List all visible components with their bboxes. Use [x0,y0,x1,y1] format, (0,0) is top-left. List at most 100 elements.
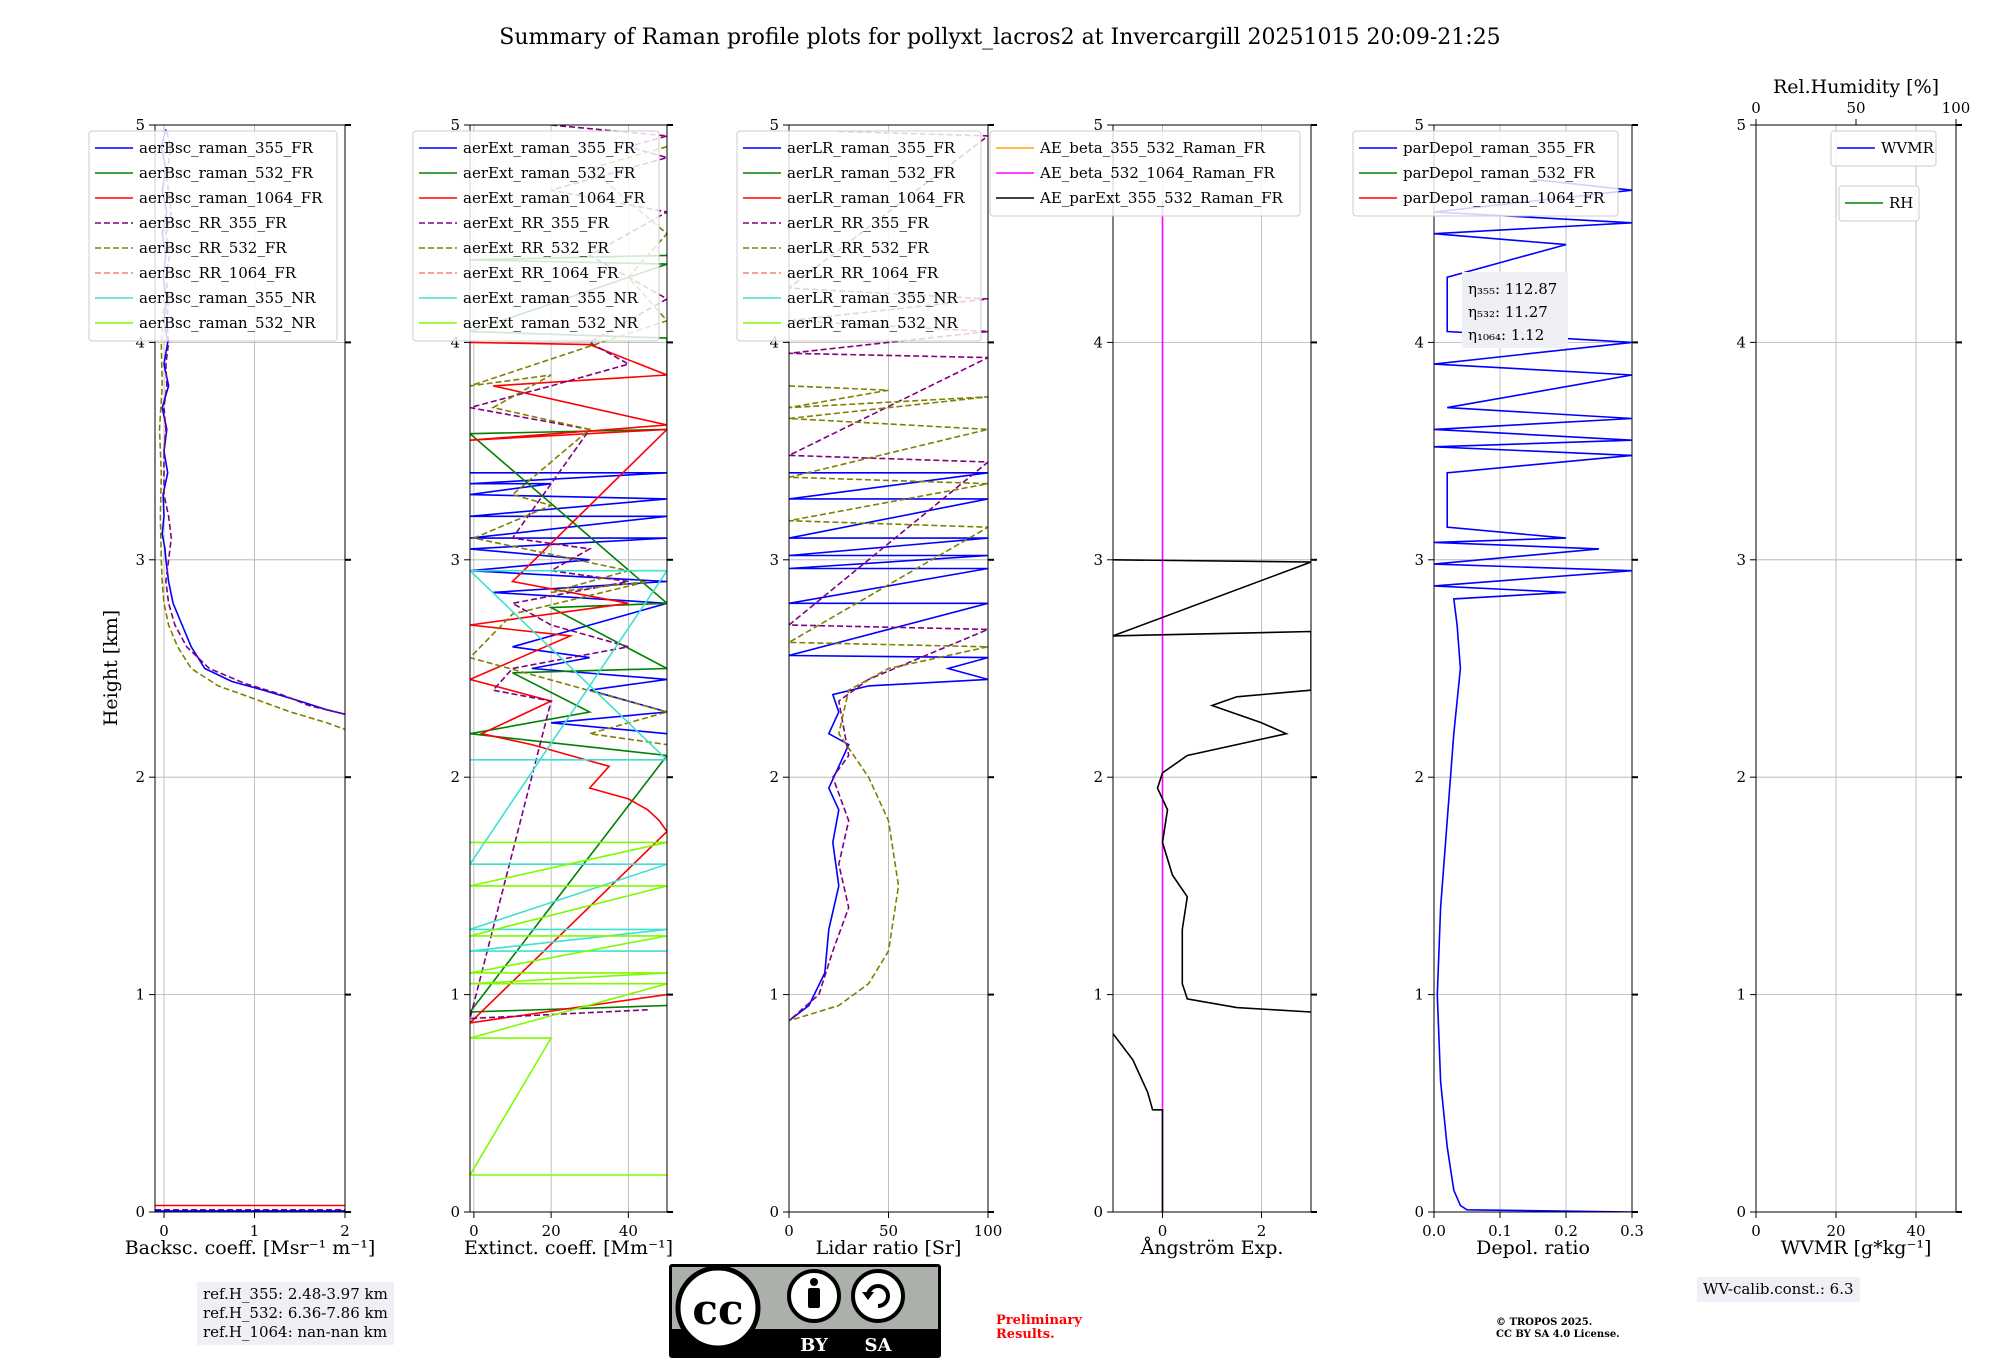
x-tick-label: 0.1 [1488,1222,1512,1240]
y-tick-label: 1 [1414,986,1424,1004]
cc-circle [675,1265,761,1351]
y-tick-label: 5 [1736,116,1746,134]
preliminary-line-2: Results. [996,1327,1055,1342]
cc-letters: cc [692,1285,743,1334]
y-tick-label: 0 [1093,1203,1103,1221]
y-tick-label: 4 [1736,333,1746,351]
y-tick-label: 5 [450,116,460,134]
top-x-tick-label: 0 [1751,99,1761,117]
y-tick-label: 1 [135,986,145,1004]
top-axis-label: Rel.Humidity [%] [1773,76,1939,98]
legend-label-AE_beta_355_532_Raman_FR: AE_beta_355_532_Raman_FR [1039,139,1266,157]
legend-label-aerExt_raman_532_FR: aerExt_raman_532_FR [463,164,636,182]
eta-label: η₁₀₆₄: 1.12 [1468,326,1544,344]
axes-frame [469,124,668,1213]
legend-label-aerBsc_raman_355_FR: aerBsc_raman_355_FR [139,139,314,157]
sa-icon-arrow [862,1292,874,1300]
y-tick-label: 5 [1093,116,1103,134]
x-tick-label: 100 [974,1222,1003,1240]
y-tick-label: 4 [135,333,145,351]
y-tick-label: 0 [769,1203,779,1221]
legend-label-aerExt_raman_355_NR: aerExt_raman_355_NR [463,289,639,307]
y-tick-label: 2 [450,768,460,786]
sa-text: SA [865,1335,893,1356]
top-x-tick-label: 50 [1846,99,1865,117]
x-tick-label: 50 [879,1222,898,1240]
eta-label: η₃₅₅: 112.87 [1468,280,1557,298]
x-axis-label-lr: Lidar ratio [Sr] [816,1237,962,1259]
y-tick-label: 2 [769,768,779,786]
legend-label-aerLR_raman_532_FR: aerLR_raman_532_FR [787,164,956,182]
eta-box: η₃₅₅: 112.87 η₅₃₂: 11.27 η₁₀₆₄: 1.12 [1462,272,1568,348]
reference-heights-box: ref.H_355: 2.48-3.97 km ref.H_532: 6.36-… [197,1282,394,1345]
legend-label-aerLR_raman_1064_FR: aerLR_raman_1064_FR [787,189,965,207]
x-axis-label-wv: WVMR [g*kg⁻¹] [1781,1237,1932,1259]
y-tick-label: 3 [769,551,779,569]
y-tick-label: 5 [1414,116,1424,134]
legend-ext: aerExt_raman_355_FR aerExt_raman_532_FRae… [412,130,660,342]
legend-label-aerExt_RR_1064_FR: aerExt_RR_1064_FR [463,264,619,282]
series-aerExt_raman_1064_FR [470,341,667,1024]
series-aerExt_raman_355_FR [470,472,667,735]
top-x-tick-label: 100 [1942,99,1971,117]
y-tick-label: 5 [135,116,145,134]
series-aerBsc_RR_355_FR [163,131,345,715]
by-icon-head [810,1278,818,1286]
ref-height-1064: ref.H_1064: nan-nan km [203,1323,388,1341]
legend-frame [989,130,1301,217]
y-tick-label: 2 [135,768,145,786]
sa-icon-arc [866,1284,890,1308]
preliminary-line-1: Preliminary [996,1313,1082,1328]
legend-label-aerBsc_RR_532_FR: aerBsc_RR_532_FR [139,239,287,257]
x-tick-label: 0 [159,1222,169,1240]
wv-calib-const: WV-calib.const.: 6.3 [1703,1280,1854,1298]
y-tick-label: 3 [135,551,145,569]
by-text: BY [800,1335,829,1356]
legend-dep: parDepol_raman_355_FR parDepol_raman_532_… [1352,130,1619,217]
x-tick-label: 40 [1906,1222,1925,1240]
x-tick-label: 0.2 [1554,1222,1578,1240]
legend-frame [736,130,982,342]
series-aerExt_raman_532_NR [470,841,667,1176]
legend-label-WVMR: WVMR [1881,139,1935,157]
legend-label-aerBsc_RR_355_FR: aerBsc_RR_355_FR [139,214,287,232]
y-tick-label: 5 [769,116,779,134]
series-AE_parExt_355_532_Raman_FR [1113,559,1311,1013]
eta-box-bg [1462,272,1568,348]
legend-label-aerExt_raman_532_NR: aerExt_raman_532_NR [463,314,639,332]
x-tick-label: 20 [1826,1222,1845,1240]
chart-title: Summary of Raman profile plots for polly… [499,25,1500,50]
legend-rh: RH [1838,185,1920,222]
by-icon-body [808,1288,820,1308]
legend-ae: AE_beta_355_532_Raman_FR AE_beta_532_1064… [989,130,1301,217]
legend-bsc: aerBsc_raman_355_FR aerBsc_raman_532_FRae… [88,130,338,342]
legend-label-aerLR_RR_355_FR: aerLR_RR_355_FR [787,214,929,232]
y-tick-label: 4 [1414,333,1424,351]
x-tick-label: 20 [542,1222,561,1240]
legend-frame [88,130,338,342]
sa-icon [851,1269,905,1323]
eta-label: η₅₃₂: 11.27 [1468,303,1548,321]
x-tick-label: 40 [619,1222,638,1240]
y-tick-label: 4 [1093,333,1103,351]
y-tick-label: 1 [1736,986,1746,1004]
legend-label-RH: RH [1889,194,1913,212]
legend-wvmr: WVMR [1830,130,1937,167]
y-tick-label: 3 [1093,551,1103,569]
x-tick-label: 0 [1158,1222,1168,1240]
y-tick-label: 1 [450,986,460,1004]
ref-height-355: ref.H_355: 2.48-3.97 km [203,1285,388,1303]
y-tick-label: 4 [769,333,779,351]
series-aerExt_RR_532_FR [470,145,667,746]
x-tick-label: 0.0 [1422,1222,1446,1240]
legend-label-aerExt_RR_355_FR: aerExt_RR_355_FR [463,214,610,232]
y-tick-label: 3 [450,551,460,569]
y-tick-label: 1 [1093,986,1103,1004]
legend-label-aerBsc_raman_532_NR: aerBsc_raman_532_NR [139,314,316,332]
x-axis-label-bsc: Backsc. coeff. [Msr⁻¹ m⁻¹] [125,1237,376,1259]
x-tick-label: 0 [1751,1222,1761,1240]
y-tick-label: 2 [1736,768,1746,786]
